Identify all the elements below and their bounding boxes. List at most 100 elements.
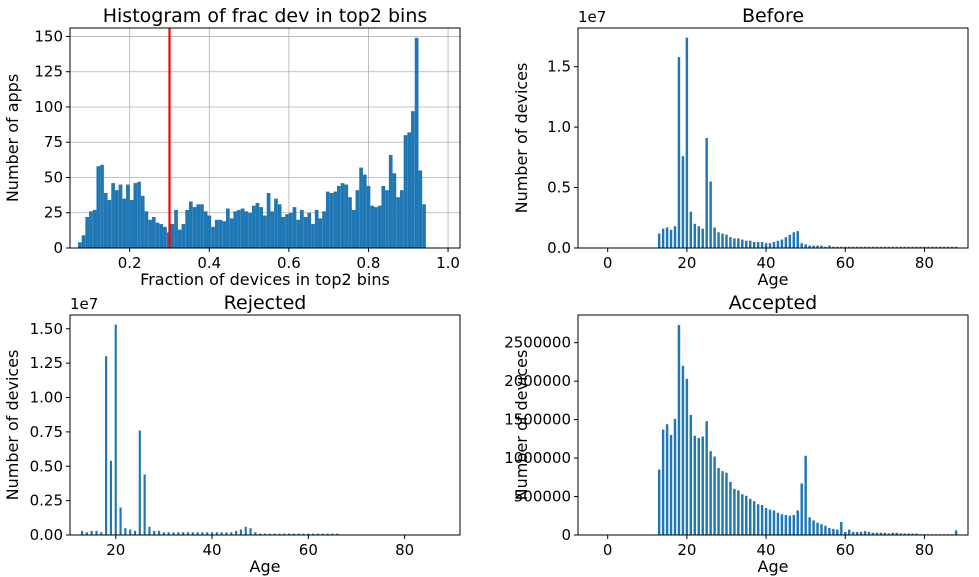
bar	[107, 200, 112, 248]
bar	[935, 246, 938, 248]
bar	[780, 239, 784, 248]
bar	[697, 226, 700, 248]
x-tick-label: 0.6	[277, 254, 301, 272]
bar	[211, 226, 215, 248]
bar	[399, 190, 404, 248]
bar	[239, 529, 243, 535]
bar	[114, 190, 119, 248]
bar	[322, 211, 326, 248]
bar	[855, 246, 859, 248]
bar	[895, 532, 898, 535]
y-tick-label: 1.25	[30, 354, 63, 372]
bar	[844, 531, 847, 535]
bar	[414, 37, 419, 248]
bar	[709, 181, 712, 248]
bar	[336, 533, 339, 535]
bar	[867, 246, 871, 248]
x-tick-label: 20	[677, 541, 696, 559]
bar	[749, 498, 752, 535]
bar	[808, 517, 811, 535]
bar	[137, 181, 141, 248]
bar	[804, 455, 807, 535]
bar	[820, 524, 823, 535]
bar	[693, 223, 697, 248]
bar	[407, 132, 412, 248]
bar	[729, 237, 732, 248]
bar	[370, 205, 375, 248]
bar	[681, 156, 685, 248]
bar	[90, 530, 93, 535]
bar	[302, 533, 305, 535]
y-tick-label: 1.00	[30, 389, 63, 407]
bar	[788, 234, 792, 248]
bar	[725, 234, 728, 248]
x-tick-label: 40	[757, 254, 776, 272]
bar	[124, 528, 127, 535]
bar	[366, 185, 371, 248]
bar	[138, 430, 141, 535]
bar	[867, 531, 871, 535]
bar	[776, 240, 780, 248]
bar	[721, 471, 724, 535]
bar	[689, 211, 693, 248]
chart-title: Before	[742, 5, 804, 27]
bar	[316, 533, 320, 535]
bar	[950, 246, 954, 248]
bar	[333, 191, 338, 248]
bar	[824, 246, 827, 248]
bar	[374, 207, 378, 248]
bar	[215, 532, 218, 535]
bar	[100, 164, 104, 248]
axis-offset-text: 1e7	[578, 8, 606, 26]
bar	[701, 436, 704, 535]
chart-title: Accepted	[729, 292, 818, 314]
bar	[300, 209, 304, 248]
bar	[891, 246, 894, 248]
bar	[186, 532, 190, 535]
bar	[172, 532, 175, 535]
bar	[220, 532, 223, 535]
bar	[741, 494, 744, 535]
bar	[200, 204, 204, 248]
bar	[792, 232, 796, 248]
bar	[875, 532, 879, 535]
bar	[946, 246, 950, 248]
bar	[685, 378, 689, 535]
bar	[812, 245, 815, 248]
bar	[196, 532, 199, 535]
bar	[915, 533, 918, 535]
bar	[292, 533, 295, 535]
bar	[237, 209, 241, 248]
bar	[705, 138, 708, 248]
bar	[697, 438, 700, 535]
hist-chart: 0.2 0.4 0.6 0.8 1.0 0 25 50 75 100 125 150 Histogram…	[3, 5, 461, 289]
bar	[287, 533, 291, 535]
x-tick-label: 0	[603, 254, 613, 272]
bar	[411, 111, 415, 248]
bar	[677, 57, 681, 249]
bar	[657, 469, 661, 535]
bar	[923, 246, 926, 248]
bar	[665, 227, 669, 248]
bar	[148, 219, 152, 248]
bar	[377, 205, 382, 248]
bar	[844, 246, 847, 248]
axes-frame	[577, 27, 969, 249]
bar	[318, 218, 323, 248]
bar	[133, 530, 137, 535]
bar	[745, 495, 748, 535]
bar	[118, 184, 123, 248]
bar	[847, 246, 851, 248]
bar	[144, 211, 149, 248]
y-tick-label: 0.50	[30, 457, 63, 475]
bar	[764, 243, 768, 248]
y-tick-label: 0.25	[30, 492, 63, 510]
bar	[348, 197, 352, 248]
axes-frame	[69, 314, 461, 536]
bar	[203, 211, 208, 248]
bar	[92, 209, 97, 248]
bar	[143, 474, 146, 535]
x-tick-label: 0.4	[197, 254, 221, 272]
bar	[159, 224, 164, 248]
x-axis-label: Age	[758, 557, 789, 576]
